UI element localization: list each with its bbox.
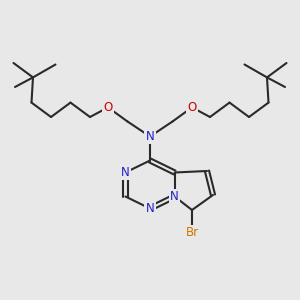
Text: O: O	[188, 101, 196, 114]
Text: N: N	[170, 190, 179, 203]
Text: N: N	[146, 130, 154, 143]
Text: Br: Br	[185, 226, 199, 239]
Text: N: N	[121, 166, 130, 179]
Text: N: N	[146, 202, 154, 215]
Text: O: O	[103, 101, 112, 114]
